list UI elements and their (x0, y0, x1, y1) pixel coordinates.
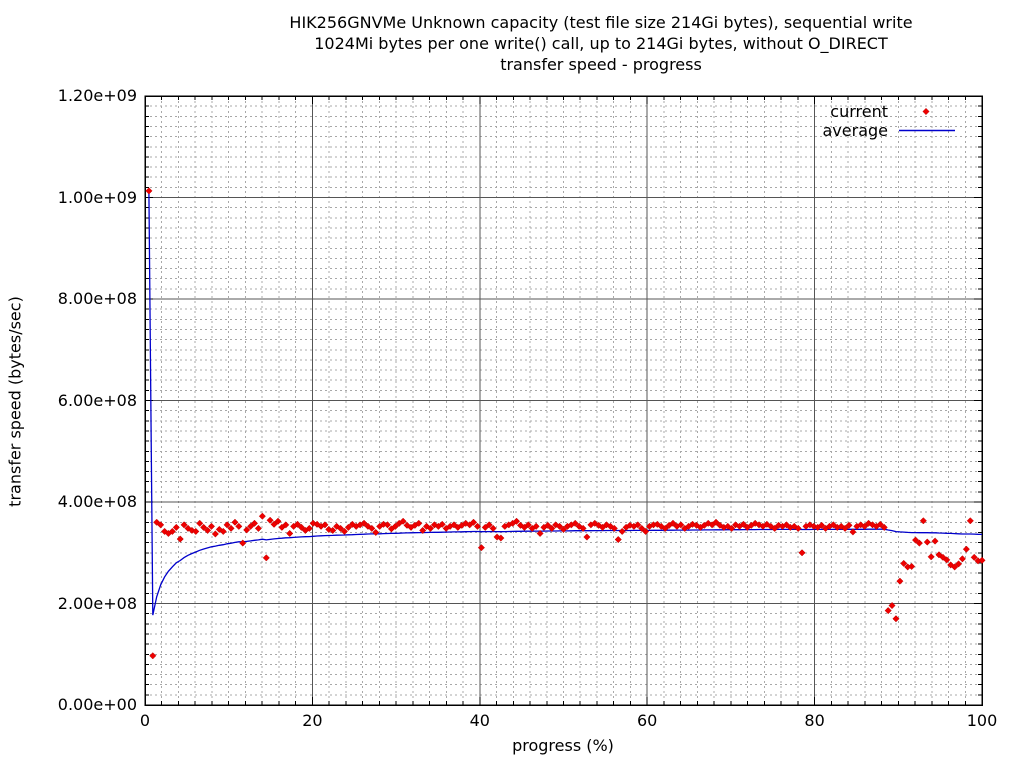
y-tick-label: 2.00e+08 (57, 593, 137, 613)
chart-title-line1: HIK256GNVMe Unknown capacity (test file … (289, 13, 913, 32)
series-average-line (148, 190, 983, 616)
chart-title-line2: 1024Mi bytes per one write() call, up to… (314, 34, 888, 53)
y-tick-label: 0.00e+00 (57, 695, 137, 714)
legend-current-marker (922, 107, 930, 116)
legend-label-current: current (830, 102, 888, 121)
x-tick-label: 0 (139, 711, 151, 730)
major-grid (145, 96, 982, 705)
x-tick-label: 60 (637, 711, 658, 730)
y-tick-label: 1.00e+09 (57, 187, 137, 207)
series-current-points (145, 187, 986, 660)
x-tick-label: 80 (804, 711, 825, 730)
axis-ticks (144, 95, 983, 706)
y-tick-label: 6.00e+08 (57, 390, 137, 410)
chart-title: HIK256GNVMe Unknown capacity (test file … (51, 0, 1024, 80)
y-tick-label: 4.00e+08 (57, 492, 137, 511)
chart-title-line3: transfer speed - progress (500, 55, 702, 74)
x-tick-label: 100 (966, 711, 998, 730)
x-axis-label: progress (%) (512, 736, 614, 755)
legend-label-average: average (822, 121, 889, 140)
y-tick-label: 1.20e+09 (57, 86, 137, 105)
x-tick-label: 40 (469, 711, 490, 730)
y-tick-label: 8.00e+08 (57, 289, 137, 308)
x-tick-label: 20 (302, 711, 323, 730)
